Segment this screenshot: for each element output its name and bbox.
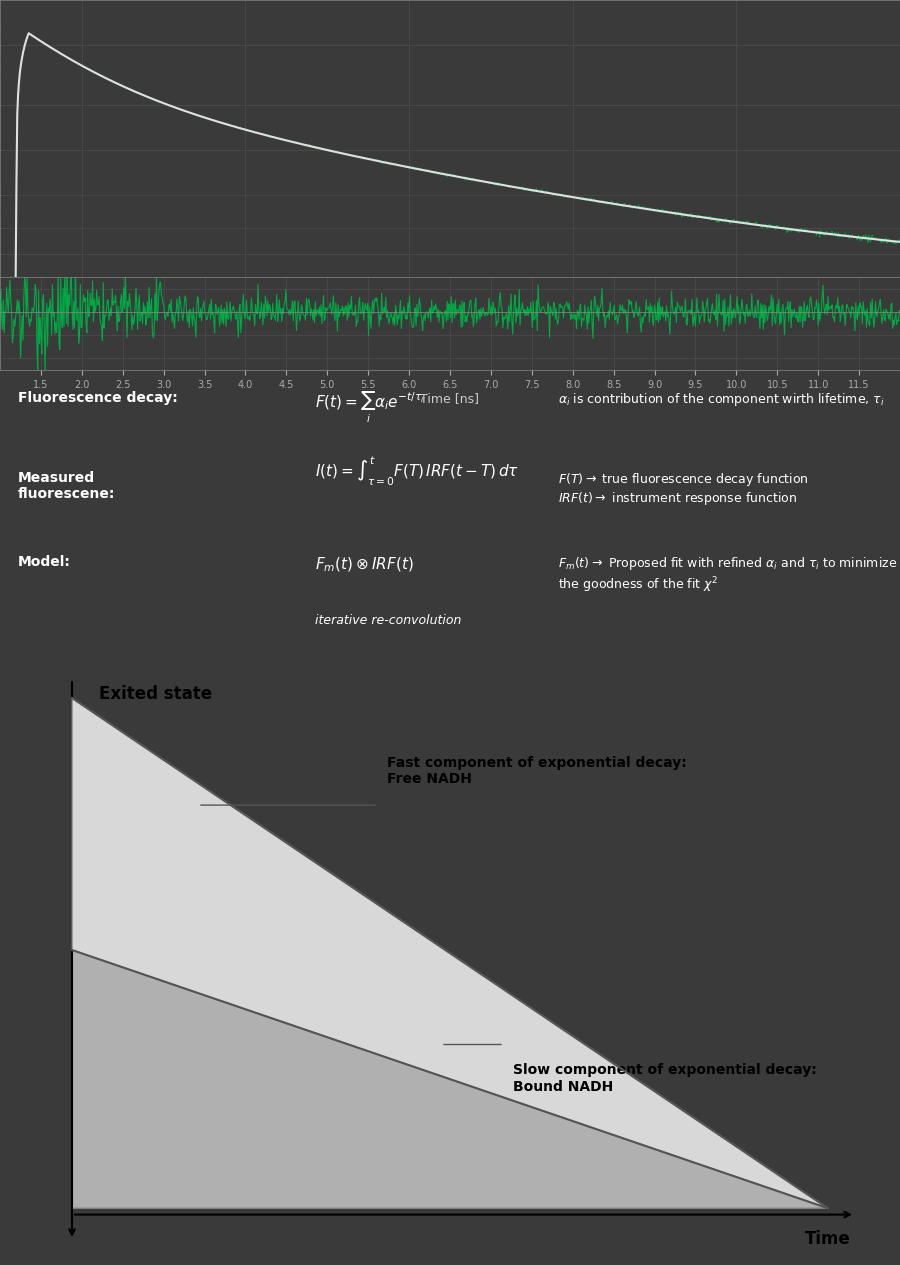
Text: Fluorescence decay:: Fluorescence decay: [18, 391, 178, 405]
Text: Model:: Model: [18, 555, 71, 569]
Text: Fast component of exponential decay:
Free NADH: Fast component of exponential decay: Fre… [387, 756, 687, 787]
X-axis label: Time [ns]: Time [ns] [420, 392, 480, 406]
Text: iterative re-convolution: iterative re-convolution [315, 614, 462, 626]
Text: $\alpha_i$ is contribution of the component wirth lifetime, $\tau_i$: $\alpha_i$ is contribution of the compon… [558, 391, 885, 409]
Polygon shape [72, 950, 828, 1208]
Text: Slow component of exponential decay:
Bound NADH: Slow component of exponential decay: Bou… [513, 1064, 817, 1094]
Text: $F_m(t) \rightarrow$ Proposed fit with refined $\alpha_i$ and $\tau_i$ to minimi: $F_m(t) \rightarrow$ Proposed fit with r… [558, 555, 897, 595]
Polygon shape [72, 698, 828, 1208]
Text: Measured
fluorescene:: Measured fluorescene: [18, 471, 115, 501]
Text: Exited state: Exited state [99, 686, 212, 703]
Text: Time: Time [806, 1231, 850, 1249]
Text: $F(T) \rightarrow$ true fluorescence decay function
$IRF(t) \rightarrow$ instrum: $F(T) \rightarrow$ true fluorescence dec… [558, 471, 809, 507]
Text: $F_m(t) \otimes IRF(t)$: $F_m(t) \otimes IRF(t)$ [315, 555, 414, 574]
Text: $F(t) = \sum_i \alpha_i e^{-t/\tau_i}$: $F(t) = \sum_i \alpha_i e^{-t/\tau_i}$ [315, 391, 425, 425]
Text: $I(t) = \int_{\tau=0}^{t} F(T)\,IRF(t-T)\,d\tau$: $I(t) = \int_{\tau=0}^{t} F(T)\,IRF(t-T)… [315, 455, 519, 488]
